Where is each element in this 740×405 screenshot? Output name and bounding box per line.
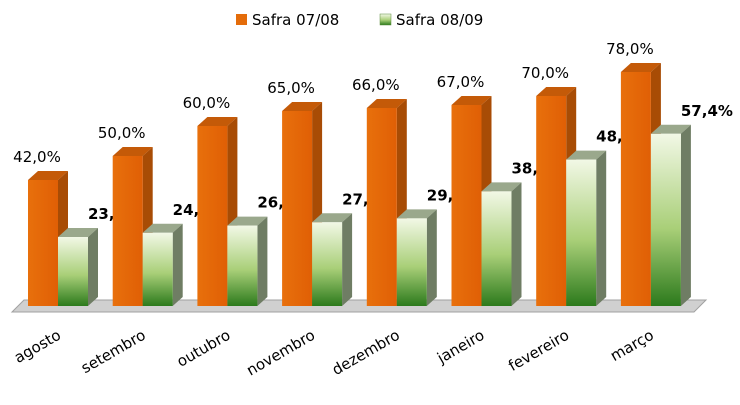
value-label: 66,0% <box>352 76 400 94</box>
x-tick-label: setembro <box>78 326 149 377</box>
bar <box>112 156 143 306</box>
legend-swatch <box>236 14 247 25</box>
bar-top <box>227 216 268 226</box>
value-label: 65,0% <box>267 79 315 97</box>
bar <box>481 191 512 306</box>
bar-top <box>28 171 68 180</box>
value-label: 50,0% <box>98 124 146 142</box>
legend-swatch <box>379 13 392 26</box>
value-label: 78,0% <box>606 40 654 58</box>
bar-top <box>282 102 323 111</box>
x-tick-label: fevereiro <box>505 326 572 375</box>
bar-top <box>481 182 522 192</box>
x-tick-label: dezembro <box>329 326 403 379</box>
bar <box>282 111 313 306</box>
bar <box>451 105 482 306</box>
bar <box>142 232 173 306</box>
x-tick-label: agosto <box>11 326 64 367</box>
bar-top <box>312 213 353 223</box>
bar <box>620 72 651 306</box>
bar-top <box>536 87 577 96</box>
bar-side <box>596 150 607 306</box>
bar-top <box>566 150 607 160</box>
bar-top <box>451 96 492 105</box>
bar <box>227 225 258 306</box>
bar <box>396 218 427 306</box>
legend-label: Safra 07/08 <box>252 11 339 29</box>
bar-top <box>58 228 98 237</box>
bar-top <box>197 117 238 126</box>
legend-label: Safra 08/09 <box>396 11 483 29</box>
bar-side <box>680 124 691 306</box>
bar-side <box>426 209 437 306</box>
value-label: 70,0% <box>521 64 569 82</box>
x-tick-label: março <box>607 326 657 365</box>
value-label: 57,4% <box>681 102 733 120</box>
bar-side <box>257 216 268 306</box>
bar-top <box>650 124 691 134</box>
bar-top <box>112 147 153 156</box>
bar <box>536 96 567 306</box>
bar-top <box>396 209 437 219</box>
bar <box>312 222 343 306</box>
bar-top <box>620 63 661 72</box>
bar-side <box>88 228 98 306</box>
bar <box>366 108 397 306</box>
bar-top <box>366 99 407 108</box>
bar-side <box>511 182 522 306</box>
value-label: 42,0% <box>13 148 61 166</box>
value-label: 60,0% <box>183 94 231 112</box>
bar-top <box>142 223 183 233</box>
bar <box>58 237 88 306</box>
bar <box>28 180 58 306</box>
floor <box>10 299 708 313</box>
x-tick-label: outubro <box>174 326 234 371</box>
bar <box>650 133 681 306</box>
bar-side <box>172 223 183 306</box>
bar-side <box>342 213 353 306</box>
bar <box>197 126 228 306</box>
bar <box>566 159 597 306</box>
x-tick-label: novembro <box>243 326 318 380</box>
x-tick-label: janeiro <box>433 326 487 368</box>
value-label: 67,0% <box>437 73 485 91</box>
